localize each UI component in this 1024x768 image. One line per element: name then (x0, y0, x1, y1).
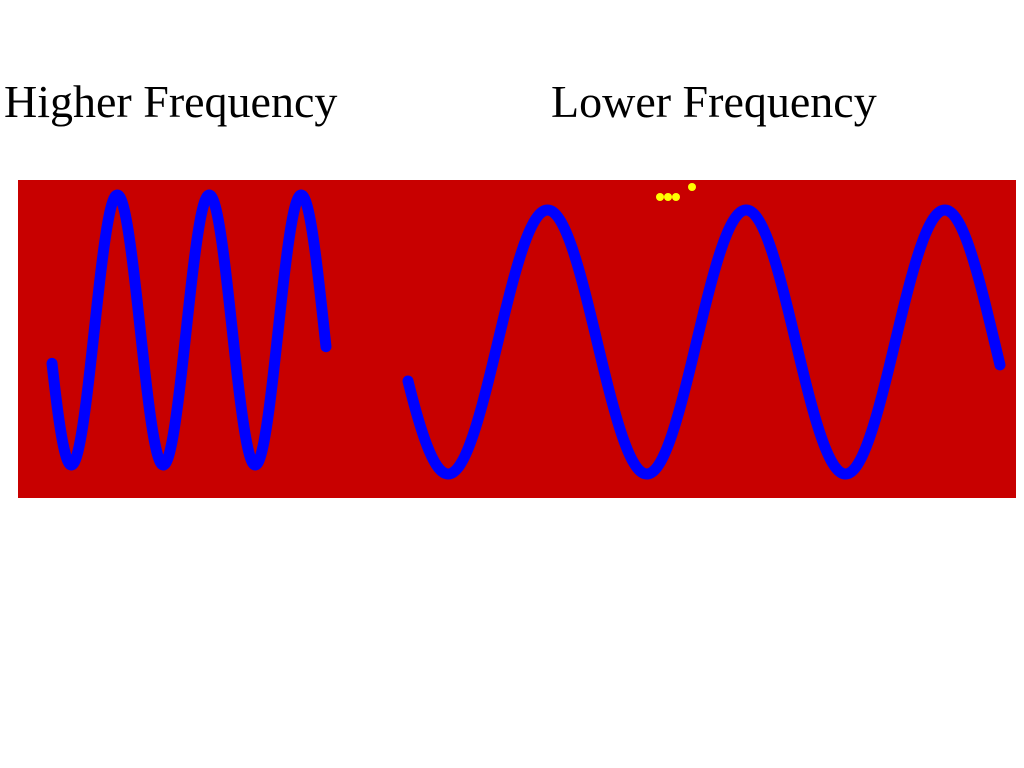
yellow-dot (664, 193, 672, 201)
yellow-dot (688, 183, 696, 191)
lower-frequency-wave (402, 204, 1006, 480)
yellow-dot (672, 193, 680, 201)
wave-diagram (18, 180, 1016, 498)
yellow-dots (656, 183, 696, 201)
wave-panel (18, 180, 1016, 498)
higher-frequency-label: Higher Frequency (4, 76, 338, 127)
yellow-dot (656, 193, 664, 201)
lower-frequency-label: Lower Frequency (551, 76, 877, 127)
higher-frequency-wave (46, 189, 332, 471)
